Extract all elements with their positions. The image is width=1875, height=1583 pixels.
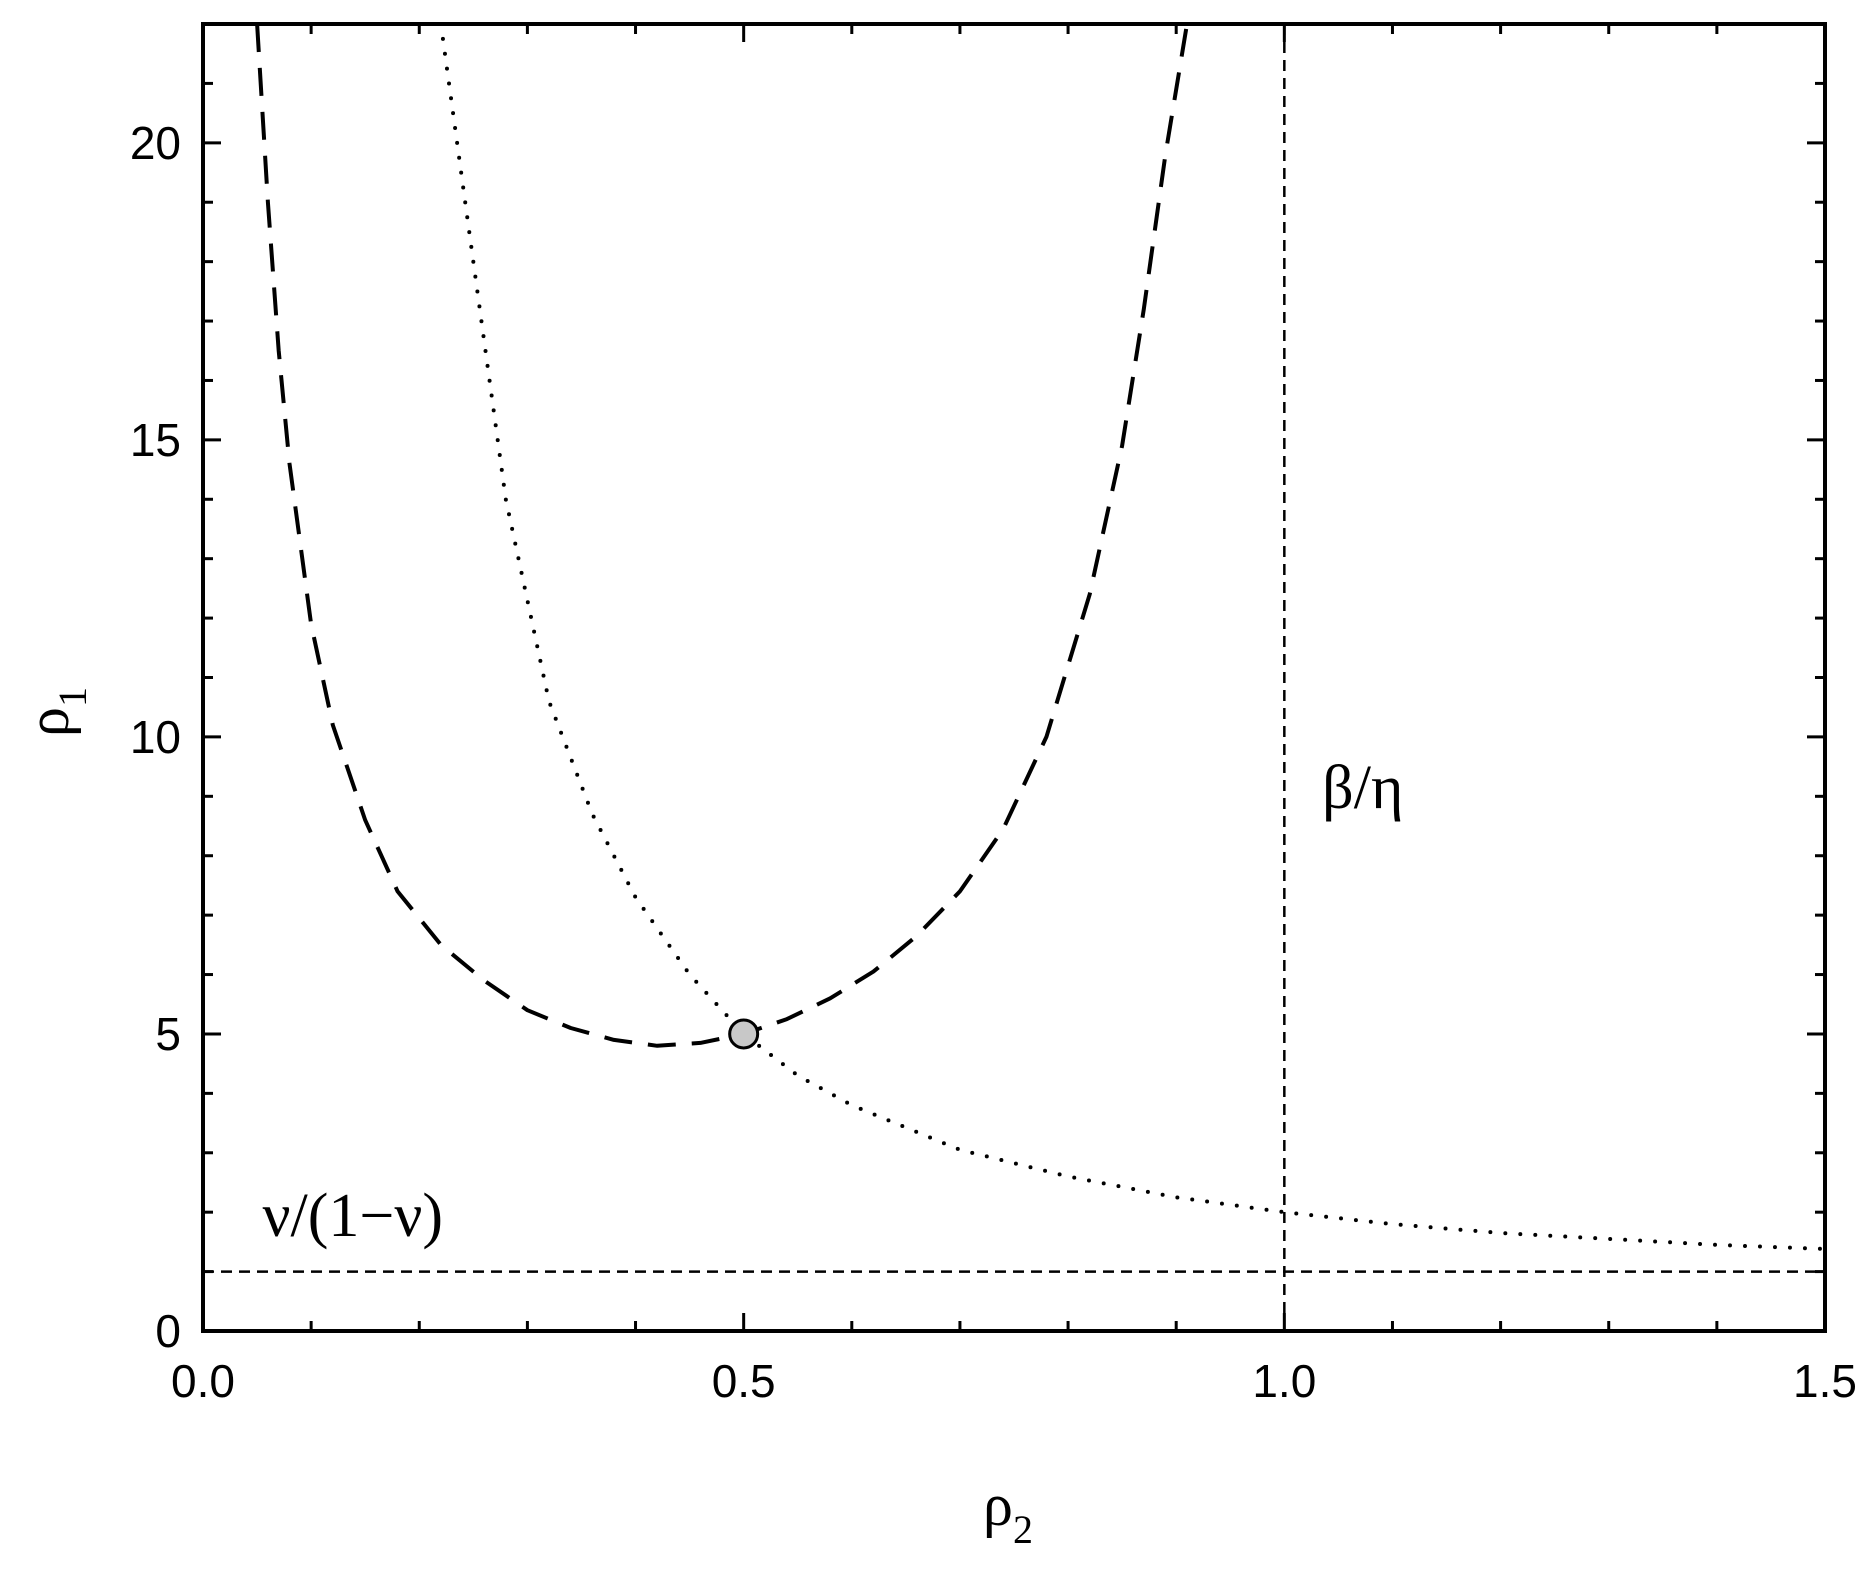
plot-frame (201, 22, 1827, 1333)
svg-text:ρ2: ρ2 (983, 1472, 1033, 1552)
annotation-beta-eta: β/η (1322, 754, 1403, 822)
y-axis-title-symbol: ρ (15, 707, 81, 737)
intersection-marker (728, 1018, 760, 1050)
annotation-nu-ratio: ν/(1−ν) (262, 1182, 443, 1250)
svg-text:ρ1: ρ1 (15, 687, 95, 737)
y-tick-label: 0 (155, 1305, 181, 1357)
x-axis-title-symbol: ρ (983, 1472, 1013, 1538)
plot-area (203, 24, 1825, 1331)
x-axis-title: ρ2 (983, 1472, 1033, 1552)
x-axis-title-sub: 2 (1013, 1507, 1033, 1552)
y-axis-title-sub: 1 (50, 687, 95, 707)
series-line-dashed (255, 24, 1189, 1048)
y-axis-title: ρ1 (15, 687, 95, 737)
y-tick-label: 20 (130, 117, 181, 169)
x-tick-label: 0.0 (171, 1355, 235, 1407)
x-tick-label: 1.5 (1793, 1355, 1857, 1407)
y-tick-label: 10 (130, 711, 181, 763)
annotations: β/η ν/(1−ν) (262, 754, 1403, 1250)
axis-ticks (201, 22, 1827, 1333)
x-tick-label: 1.0 (1252, 1355, 1316, 1407)
y-tick-label: 15 (130, 414, 181, 466)
x-tick-label: 0.5 (712, 1355, 776, 1407)
axis-tick-labels: 0.0 0.5 1.0 1.5 0 5 10 15 20 (130, 117, 1857, 1407)
series-line-dotted (438, 24, 1825, 1251)
y-tick-label: 5 (155, 1008, 181, 1060)
